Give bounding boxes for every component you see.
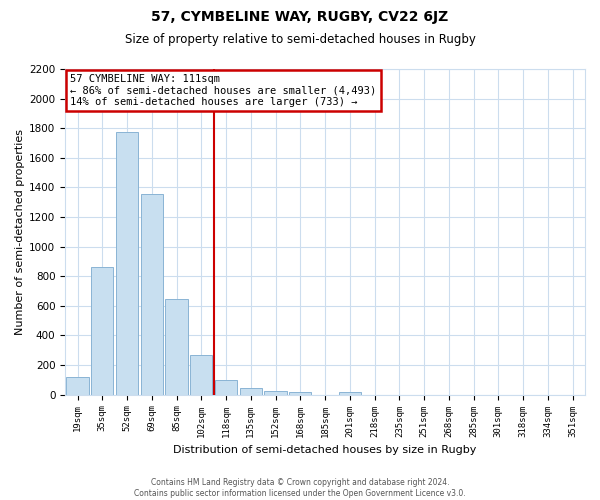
Bar [116, 132, 138, 394]
X-axis label: Distribution of semi-detached houses by size in Rugby: Distribution of semi-detached houses by … [173, 445, 477, 455]
Bar [338, 392, 361, 394]
Bar [215, 380, 237, 394]
Bar [140, 194, 163, 394]
Bar [91, 266, 113, 394]
Text: Contains HM Land Registry data © Crown copyright and database right 2024.
Contai: Contains HM Land Registry data © Crown c… [134, 478, 466, 498]
Bar [265, 391, 287, 394]
Bar [166, 299, 188, 394]
Bar [239, 388, 262, 394]
Text: 57, CYMBELINE WAY, RUGBY, CV22 6JZ: 57, CYMBELINE WAY, RUGBY, CV22 6JZ [151, 10, 449, 24]
Bar [67, 377, 89, 394]
Y-axis label: Number of semi-detached properties: Number of semi-detached properties [15, 129, 25, 335]
Bar [289, 392, 311, 394]
Text: Size of property relative to semi-detached houses in Rugby: Size of property relative to semi-detach… [125, 32, 475, 46]
Bar [190, 354, 212, 395]
Text: 57 CYMBELINE WAY: 111sqm
← 86% of semi-detached houses are smaller (4,493)
14% o: 57 CYMBELINE WAY: 111sqm ← 86% of semi-d… [70, 74, 377, 107]
